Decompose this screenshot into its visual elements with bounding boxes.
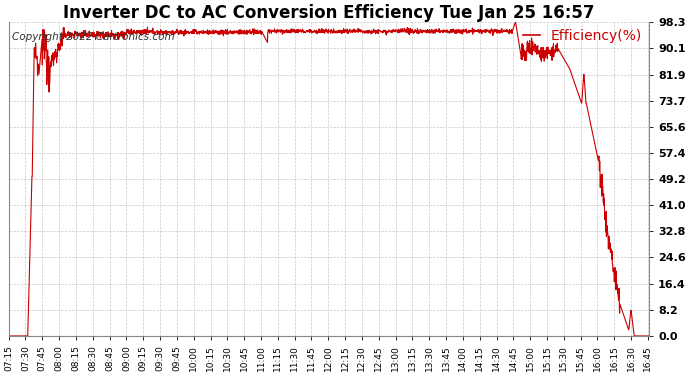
Title: Inverter DC to AC Conversion Efficiency Tue Jan 25 16:57: Inverter DC to AC Conversion Efficiency … xyxy=(63,4,595,22)
Legend: Efficiency(%): Efficiency(%) xyxy=(518,24,648,49)
Text: Copyright 2022 Cartronics.com: Copyright 2022 Cartronics.com xyxy=(12,32,175,42)
